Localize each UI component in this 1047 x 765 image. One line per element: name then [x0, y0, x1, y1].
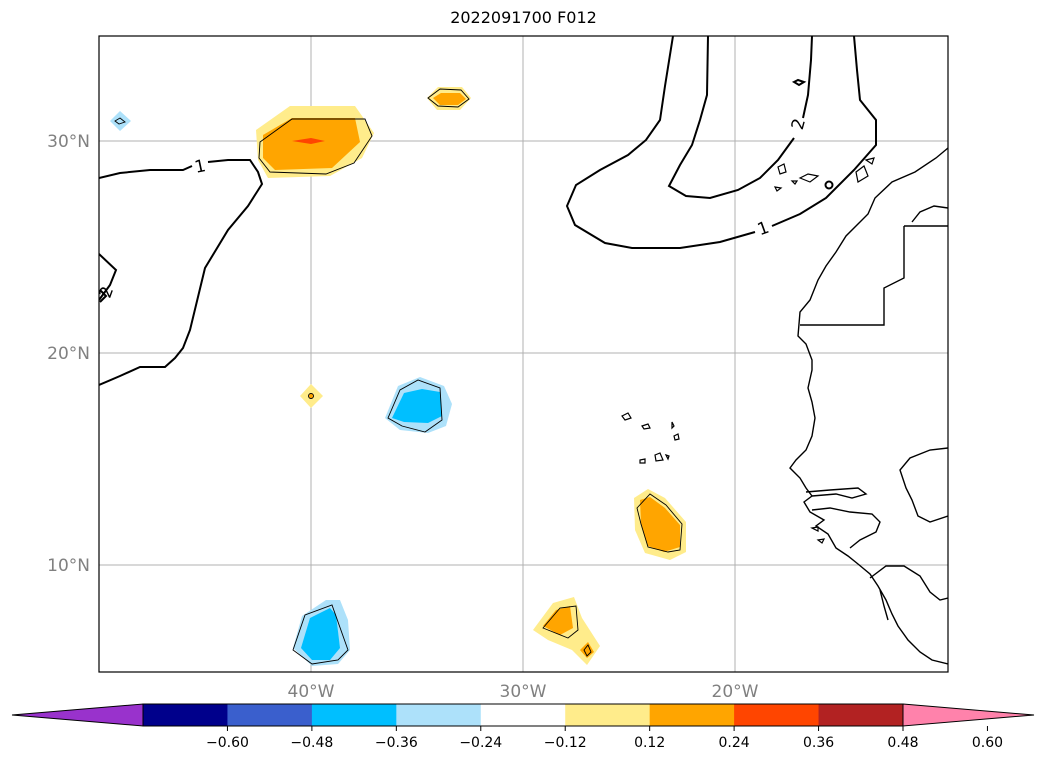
colorbar-extend-high [902, 703, 1035, 727]
colorbar-segment [227, 704, 313, 726]
colorbar-tick-label: 0.60 [972, 735, 1003, 751]
colorbar-tick-label: −0.12 [544, 735, 587, 751]
lat-label: 20°N [47, 344, 90, 364]
colorbar-segment [143, 704, 228, 726]
gridlines [99, 36, 948, 672]
colorbar-segment [818, 704, 904, 726]
thick-contours [99, 36, 877, 386]
lat-label: 30°N [47, 132, 90, 152]
positive-patch [543, 606, 573, 635]
colorbar-segment [480, 704, 566, 726]
colorbar-segment [734, 704, 820, 726]
strong-positive-patch [292, 138, 325, 144]
lon-label: 20°W [712, 682, 759, 702]
colorbar-tick-label: 0.24 [719, 735, 750, 751]
lon-label: 30°W [500, 682, 547, 702]
negative-patch [110, 111, 131, 131]
colorbar-segment [649, 704, 735, 726]
positive-patch [580, 642, 594, 658]
colorbar-segment [565, 704, 651, 726]
positive-patch [640, 497, 680, 552]
colorbar-tick-label: −0.36 [375, 735, 418, 751]
contour-label: 1 [193, 156, 208, 178]
colorbar-tick-label: −0.48 [290, 735, 333, 751]
colorbar-tick-label: −0.24 [459, 735, 502, 751]
colorbar-tick-label: 0.12 [634, 735, 665, 751]
colorbar: −0.60 −0.48 −0.36 −0.24 −0.12 0.12 0.24 0.36 0.4… [11, 703, 1035, 751]
colorbar-extend-low [11, 703, 144, 727]
colorbar-outline [142, 703, 904, 727]
colorbar-segment [396, 704, 482, 726]
colorbar-segment [311, 704, 397, 726]
colorbar-tick-label: −0.60 [206, 735, 249, 751]
negative-patch [301, 608, 340, 660]
lat-label: 10°N [47, 556, 90, 576]
map-title: 2022091700 F012 [450, 8, 597, 27]
contour-label: 2 [788, 116, 810, 132]
lon-label: 40°W [288, 682, 335, 702]
positive-patch [433, 93, 466, 105]
map-border [98, 35, 949, 673]
patch-outlines [114, 88, 683, 665]
coastline [789, 147, 948, 665]
positive-patch [263, 118, 360, 170]
islands [621, 157, 875, 544]
colorbar-tick-label: 0.48 [887, 735, 918, 751]
negative-patch [392, 389, 442, 423]
colorbar-tick-label: 0.36 [803, 735, 834, 751]
